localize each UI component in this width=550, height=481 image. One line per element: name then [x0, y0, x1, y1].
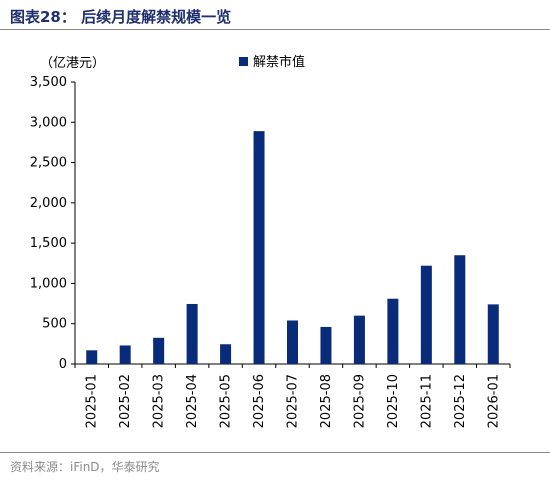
y-tick-label: 3,500 — [30, 75, 67, 90]
title-divider — [0, 29, 550, 30]
bars — [86, 131, 499, 364]
bar — [186, 303, 198, 364]
x-tick-label: 2025-06 — [252, 374, 267, 428]
y-tick-labels: 0 500 1,000 1,500 2,000 2,500 3,000 3,500 — [30, 75, 67, 372]
x-tick-label: 2025-12 — [453, 374, 468, 428]
bar — [119, 345, 131, 364]
y-tick-label: 3,000 — [30, 115, 67, 130]
legend-swatch — [239, 57, 248, 66]
x-tick-label: 2025-02 — [118, 374, 133, 428]
y-tick-label: 0 — [59, 357, 67, 372]
bar — [153, 337, 165, 364]
x-tick-label: 2025-08 — [319, 374, 334, 428]
x-tick-label: 2025-03 — [152, 374, 167, 428]
y-unit-label: （亿港元） — [40, 56, 105, 71]
bar — [454, 255, 466, 364]
x-tick-label: 2026-01 — [486, 374, 501, 428]
bar — [420, 265, 432, 364]
bar — [487, 304, 499, 364]
x-tick-label: 2025-09 — [352, 374, 367, 428]
x-tick-label: 2025-11 — [419, 374, 434, 428]
y-tick-label: 500 — [42, 317, 67, 332]
source-divider — [0, 452, 550, 453]
y-tick-label: 2,500 — [30, 156, 67, 171]
bar — [320, 326, 332, 364]
bar — [353, 315, 365, 364]
x-tick-label: 2025-01 — [85, 374, 100, 428]
bar — [387, 298, 399, 364]
legend: 解禁市值 — [239, 54, 305, 70]
bar — [253, 131, 265, 364]
bar — [86, 350, 98, 364]
x-tick-labels: 2025-01 2025-02 2025-03 2025-04 2025-05 2025-… — [85, 374, 502, 428]
source-note: 资料来源：iFinD，华泰研究 — [10, 460, 160, 474]
x-tick-label: 2025-05 — [219, 374, 234, 428]
y-tick-label: 1,500 — [30, 236, 67, 251]
legend-label: 解禁市值 — [253, 54, 305, 70]
bar — [220, 344, 232, 364]
x-tick-label: 2025-07 — [286, 374, 301, 428]
x-tick-label: 2025-10 — [386, 374, 401, 428]
y-tick-label: 1,000 — [30, 276, 67, 291]
y-tick-label: 2,000 — [30, 196, 67, 211]
x-tick-label: 2025-04 — [185, 374, 200, 428]
figure-title: 图表28： 后续月度解禁规模一览 — [10, 8, 232, 26]
bar-chart: （亿港元） 解禁市值 0 500 1,000 1,500 2,000 2,500 3,000… — [30, 54, 511, 428]
bar — [287, 320, 298, 364]
